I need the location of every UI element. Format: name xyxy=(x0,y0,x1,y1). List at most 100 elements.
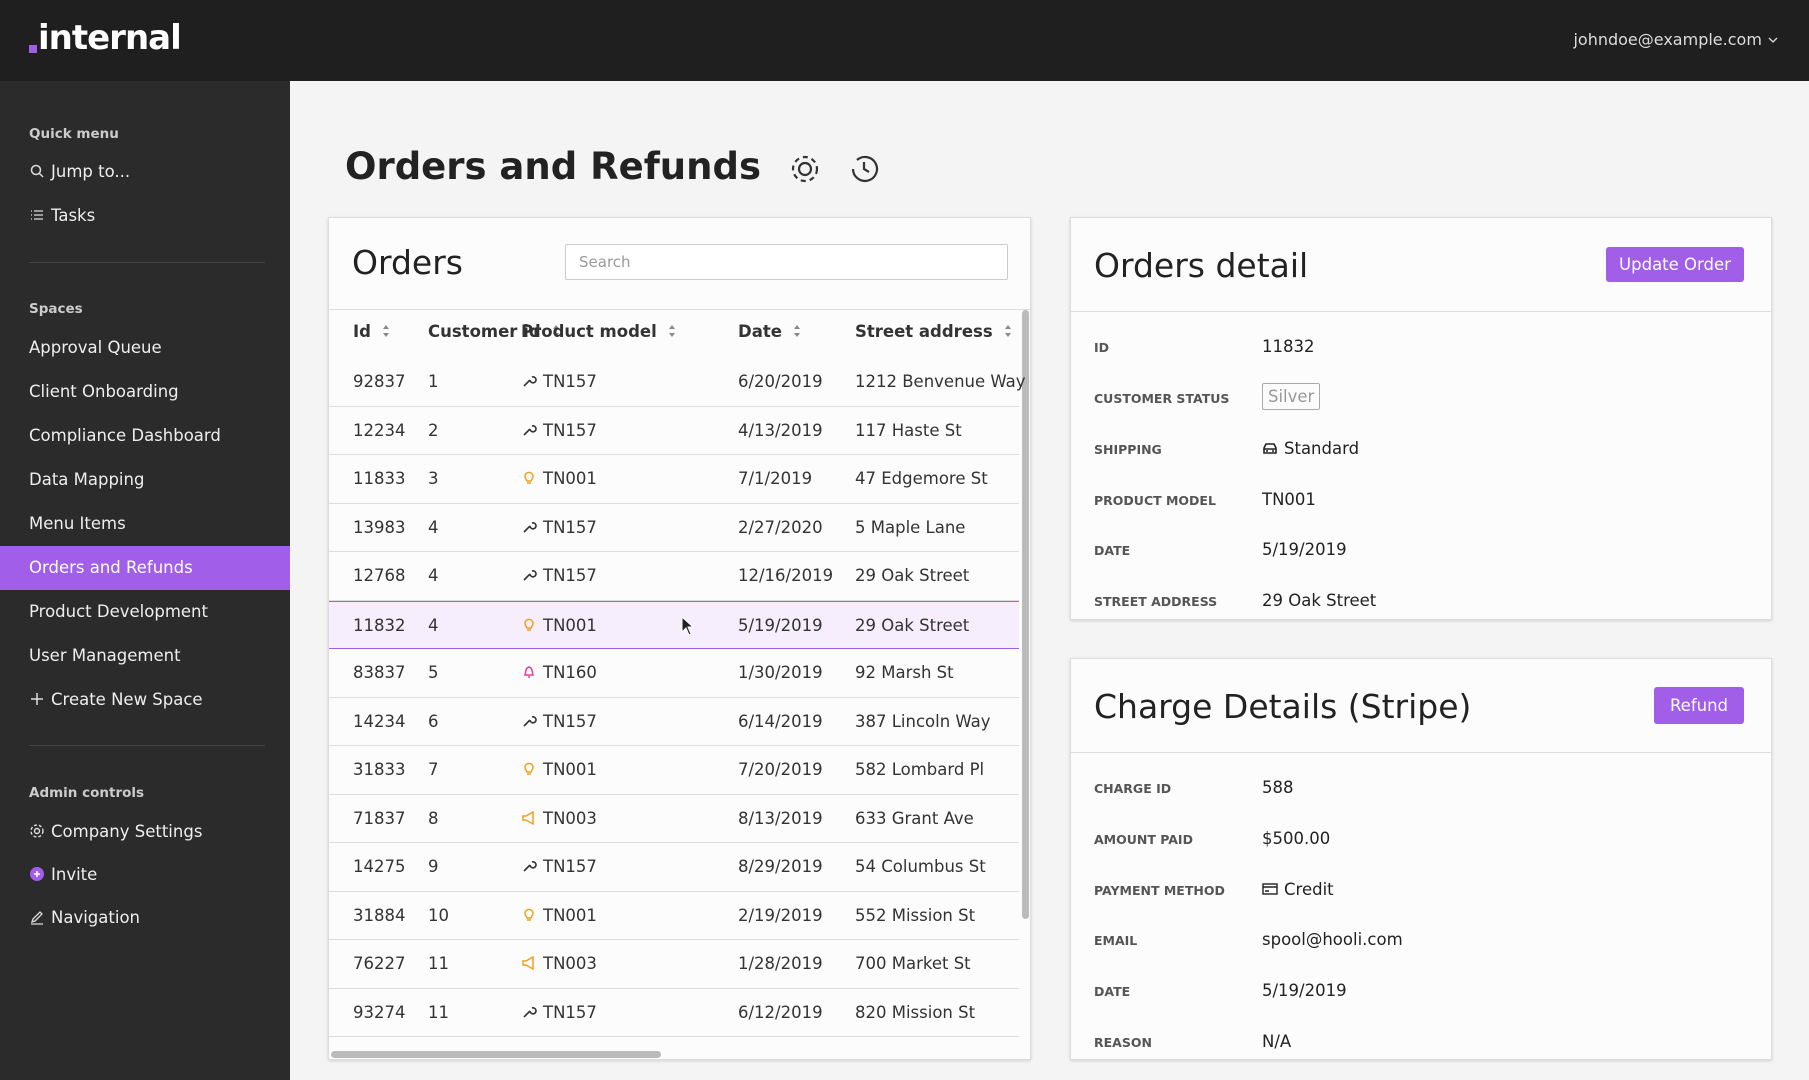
nav-label[interactable]: Product Development xyxy=(29,602,208,621)
column-header[interactable]: Street address xyxy=(855,322,1014,341)
nav-item[interactable]: Product Development xyxy=(0,590,290,634)
cell-text: 14234 xyxy=(353,711,406,731)
card-title: Orders xyxy=(352,243,463,282)
history-icon[interactable] xyxy=(847,152,881,186)
column-label[interactable]: Date xyxy=(738,322,782,341)
value-text: Credit xyxy=(1284,880,1334,899)
cell-text: 2/27/2020 xyxy=(738,517,823,537)
nav-icon xyxy=(30,867,44,881)
column-label[interactable]: Customer id xyxy=(428,322,541,341)
chevron xyxy=(1768,37,1778,43)
table-cell: 7 xyxy=(428,760,439,779)
user-menu[interactable]: johndoe@example.com xyxy=(1573,30,1779,49)
nav-label[interactable]: Orders and Refunds xyxy=(29,558,193,577)
cell-text: 6 xyxy=(428,711,439,731)
product-icon xyxy=(523,861,537,872)
table-row[interactable]: 71837 8 TN003 8/13/2019 633 Grant Ave xyxy=(329,795,1019,843)
nav-item[interactable]: Menu Items xyxy=(0,502,290,546)
vertical-scrollbar[interactable] xyxy=(1022,310,1029,919)
refund-button[interactable]: Refund xyxy=(1654,687,1744,724)
nav-label[interactable]: Compliance Dashboard xyxy=(29,426,221,445)
table-row[interactable]: 13983 4 TN157 2/27/2020 5 Maple Lane xyxy=(329,504,1019,552)
table-row[interactable]: 12768 4 TN157 12/16/2019 29 Oak Street xyxy=(329,552,1019,601)
cell-text: TN003 xyxy=(543,808,597,828)
product-icon xyxy=(524,762,534,775)
product-icon xyxy=(523,570,537,581)
table-cell: 1/28/2019 xyxy=(738,954,823,973)
search-input[interactable]: Search xyxy=(565,244,1008,280)
field-label: DATE xyxy=(1094,984,1131,999)
nav-item[interactable]: Invite xyxy=(0,853,290,897)
nav-label[interactable]: Jump to... xyxy=(51,162,131,181)
table-row[interactable]: 93274 11 TN157 6/12/2019 820 Mission St xyxy=(329,989,1019,1037)
nav-item[interactable]: Tasks xyxy=(0,194,290,238)
nav-label[interactable]: Approval Queue xyxy=(29,338,162,357)
nav-item[interactable]: Client Onboarding xyxy=(0,370,290,414)
table-row[interactable]: 83837 5 TN160 1/30/2019 92 Marsh St xyxy=(329,649,1019,698)
nav-item[interactable]: Navigation xyxy=(0,896,290,940)
nav-item[interactable]: User Management xyxy=(0,634,290,678)
table-row[interactable]: 11833 3 TN001 7/1/2019 47 Edgemore St xyxy=(329,455,1019,504)
user-email[interactable]: johndoe@example.com xyxy=(1573,30,1762,49)
table-row[interactable]: 31884 10 TN001 2/19/2019 552 Mission St xyxy=(329,892,1019,940)
table-cell: 31833 xyxy=(353,760,406,779)
nav-icon xyxy=(30,824,44,838)
table-row[interactable]: 76227 11 TN003 1/28/2019 700 Market St xyxy=(329,940,1019,989)
column-header[interactable]: Customer id xyxy=(428,322,562,341)
table-row[interactable]: 92837 1 TN157 6/20/2019 1212 Benvenue Way xyxy=(329,358,1026,407)
field-label: CHARGE ID xyxy=(1094,781,1172,796)
sort-icon xyxy=(793,325,800,337)
table-cell: 93274 xyxy=(353,1003,406,1022)
nav-item[interactable]: Orders and Refunds xyxy=(0,546,290,590)
column-header[interactable]: Product model xyxy=(521,322,678,341)
nav-item[interactable]: Create New Space xyxy=(0,678,290,722)
nav-item[interactable]: Data Mapping xyxy=(0,458,290,502)
order-detail-card: Orders detail Update Order ID 11832 CUSTOM… xyxy=(1070,217,1772,620)
cell-text: 6/20/2019 xyxy=(738,372,823,391)
nav-icon xyxy=(30,911,43,925)
nav-label[interactable]: Create New Space xyxy=(51,690,203,709)
column-label[interactable]: Id xyxy=(353,322,371,341)
nav-item[interactable]: Company Settings xyxy=(0,810,290,854)
table-cell: TN157 xyxy=(521,518,597,537)
nav-label[interactable]: Company Settings xyxy=(51,822,203,841)
nav-item[interactable]: Compliance Dashboard xyxy=(0,414,290,458)
cell-text: TN157 xyxy=(543,711,597,731)
table-row[interactable]: 11832 4 TN001 5/19/2019 29 Oak Street xyxy=(329,600,1019,649)
cell-text: 83837 xyxy=(353,663,406,682)
table-row[interactable]: 31833 7 TN001 7/20/2019 582 Lombard Pl xyxy=(329,746,1019,795)
cell-text: 387 Lincoln Way xyxy=(855,711,991,731)
nav-label[interactable]: Invite xyxy=(51,865,98,884)
table-row[interactable]: 14234 6 TN157 6/14/2019 387 Lincoln Way xyxy=(329,698,1019,746)
table-row[interactable]: 12234 2 TN157 4/13/2019 117 Haste St xyxy=(329,407,1019,455)
table-cell: 10 xyxy=(428,906,449,925)
cell-text: TN003 xyxy=(543,954,597,973)
nav-label[interactable]: Navigation xyxy=(51,908,140,927)
table-row[interactable]: 14275 9 TN157 8/29/2019 54 Columbus St xyxy=(329,843,1019,892)
cell-text: 12768 xyxy=(353,566,406,585)
settings-icon[interactable] xyxy=(788,152,822,186)
nav-item[interactable]: Jump to... xyxy=(0,150,290,194)
cell-text: 13983 xyxy=(353,517,406,537)
horizontal-scrollbar[interactable] xyxy=(331,1051,661,1058)
cell-text: TN157 xyxy=(543,566,597,585)
section-title: Quick menu xyxy=(29,126,119,142)
field-value: 5/19/2019 xyxy=(1262,981,1347,1000)
nav-label[interactable]: Client Onboarding xyxy=(29,382,179,401)
column-label[interactable]: Street address xyxy=(855,322,993,341)
table-cell: 1212 Benvenue Way xyxy=(855,372,1026,391)
column-header[interactable]: Date xyxy=(738,322,803,341)
nav-label[interactable]: Data Mapping xyxy=(29,470,145,489)
nav-item[interactable]: Approval Queue xyxy=(0,326,290,370)
cell-text: TN001 xyxy=(543,760,597,779)
value-icon xyxy=(1263,443,1277,454)
logo[interactable]: internal xyxy=(38,18,182,58)
column-label[interactable]: Product model xyxy=(521,322,657,341)
nav-label[interactable]: User Management xyxy=(29,646,181,665)
nav-label[interactable]: Tasks xyxy=(51,206,96,225)
cell-text: 1/28/2019 xyxy=(738,954,823,973)
update-order-button[interactable]: Update Order xyxy=(1606,247,1744,282)
card-title: Orders detail xyxy=(1094,246,1309,285)
nav-label[interactable]: Menu Items xyxy=(29,514,126,533)
column-header[interactable]: Id xyxy=(353,322,392,341)
